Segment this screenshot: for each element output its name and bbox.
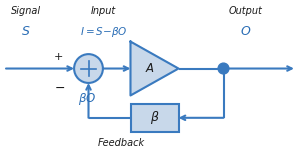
Text: $\mathit{I{=}S{-}\beta O}$: $\mathit{I{=}S{-}\beta O}$	[80, 25, 127, 38]
Ellipse shape	[218, 63, 229, 74]
Text: $\beta$: $\beta$	[150, 109, 159, 126]
Text: $\it{O}$: $\it{O}$	[240, 25, 252, 38]
FancyBboxPatch shape	[130, 104, 178, 132]
Ellipse shape	[74, 54, 103, 83]
Text: $A$: $A$	[145, 62, 154, 75]
Text: Feedback: Feedback	[98, 138, 145, 148]
Text: Output: Output	[229, 6, 263, 16]
Text: $-$: $-$	[53, 81, 65, 93]
Text: $\it{S}$: $\it{S}$	[21, 25, 30, 38]
Text: Signal: Signal	[11, 6, 40, 16]
Text: Input: Input	[91, 6, 116, 16]
Text: $\mathit{\beta O}$: $\mathit{\beta O}$	[78, 91, 96, 107]
Polygon shape	[130, 42, 178, 95]
Text: $+$: $+$	[52, 51, 63, 62]
